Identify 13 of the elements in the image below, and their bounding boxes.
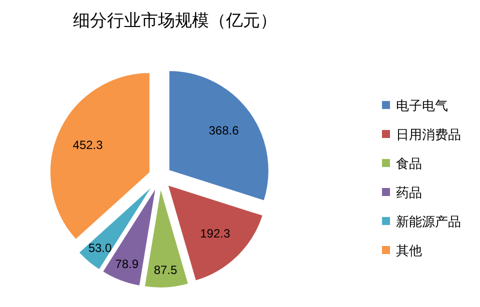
legend-label: 日用消费品 — [396, 127, 461, 142]
data-label: 87.5 — [154, 262, 178, 277]
data-label: 53.0 — [88, 241, 112, 256]
legend-label: 药品 — [396, 185, 422, 200]
chart-title: 细分行业市场规模（亿元） — [73, 11, 277, 30]
data-label: 192.3 — [200, 226, 230, 241]
data-label: 452.3 — [72, 138, 104, 152]
legend-label: 食品 — [396, 156, 422, 171]
legend-label: 电子电气 — [396, 98, 448, 113]
data-label: 368.6 — [208, 123, 240, 138]
legend-label: 其他 — [396, 243, 422, 258]
legend-label: 新能源产品 — [396, 214, 461, 229]
data-label: 78.9 — [115, 256, 139, 271]
